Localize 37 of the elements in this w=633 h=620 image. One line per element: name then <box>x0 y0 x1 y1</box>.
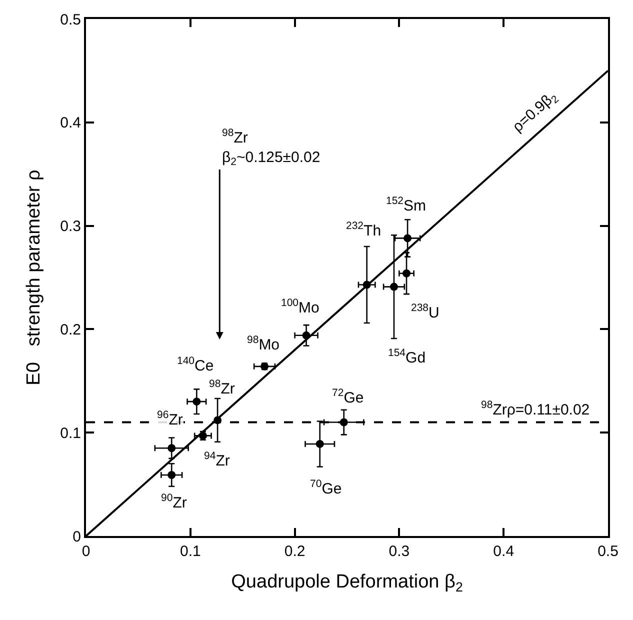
x-axis-title: Quadrupole Deformation β$_{2}$ <box>231 571 463 594</box>
y-axis-title: E0 strength parameter ρ <box>23 169 44 386</box>
annotation: $^{232}$Th <box>346 220 382 240</box>
point <box>168 444 176 452</box>
ref-line-label: $^{98}$Zrρ=0.11±0.02 <box>481 399 590 418</box>
y-tick-label: 0 <box>72 528 81 546</box>
annotation: $^{154}$Gd <box>388 347 426 366</box>
annotation: $^{98}$Zr <box>209 378 235 398</box>
x-tick-label: 0.4 <box>493 543 514 560</box>
annotation: $^{100}$Mo <box>281 297 320 316</box>
point <box>404 234 412 242</box>
y-tick-label: 0.4 <box>60 114 81 132</box>
x-tick-label: 0.1 <box>180 543 201 560</box>
annotation: $^{238}$U <box>411 302 440 322</box>
point <box>402 269 411 278</box>
y-tick-label: 0.1 <box>60 424 81 442</box>
point <box>302 331 310 340</box>
point <box>362 280 371 289</box>
point <box>192 398 201 406</box>
point <box>316 440 324 448</box>
x-tick-label: 0.2 <box>284 543 306 560</box>
annotation: $^{98}$Zr β$_{2}$~0.125±0.02 <box>222 127 320 168</box>
annotation: $^{90}$Zr <box>161 492 187 512</box>
annotation: $^{94}$Zr <box>204 450 230 470</box>
x-tick-label: 0.3 <box>388 543 410 560</box>
annotation: $^{72}$Ge <box>332 387 364 406</box>
annotation: $^{96}$Zr <box>157 409 183 428</box>
annotation: $^{98}$Mo <box>247 334 280 354</box>
x-tick-label: 0.5 <box>598 543 618 560</box>
y-tick-label: 0.5 <box>60 11 81 28</box>
annotation: $^{140}$Ce <box>177 355 214 374</box>
y-tick-label: 0.3 <box>60 218 81 236</box>
annotation: $^{70}$Ge <box>310 478 342 498</box>
point <box>168 470 176 479</box>
y-tick-label: 0.2 <box>60 321 81 338</box>
point <box>390 282 398 291</box>
annotation: $^{152}$Sm <box>386 195 426 214</box>
